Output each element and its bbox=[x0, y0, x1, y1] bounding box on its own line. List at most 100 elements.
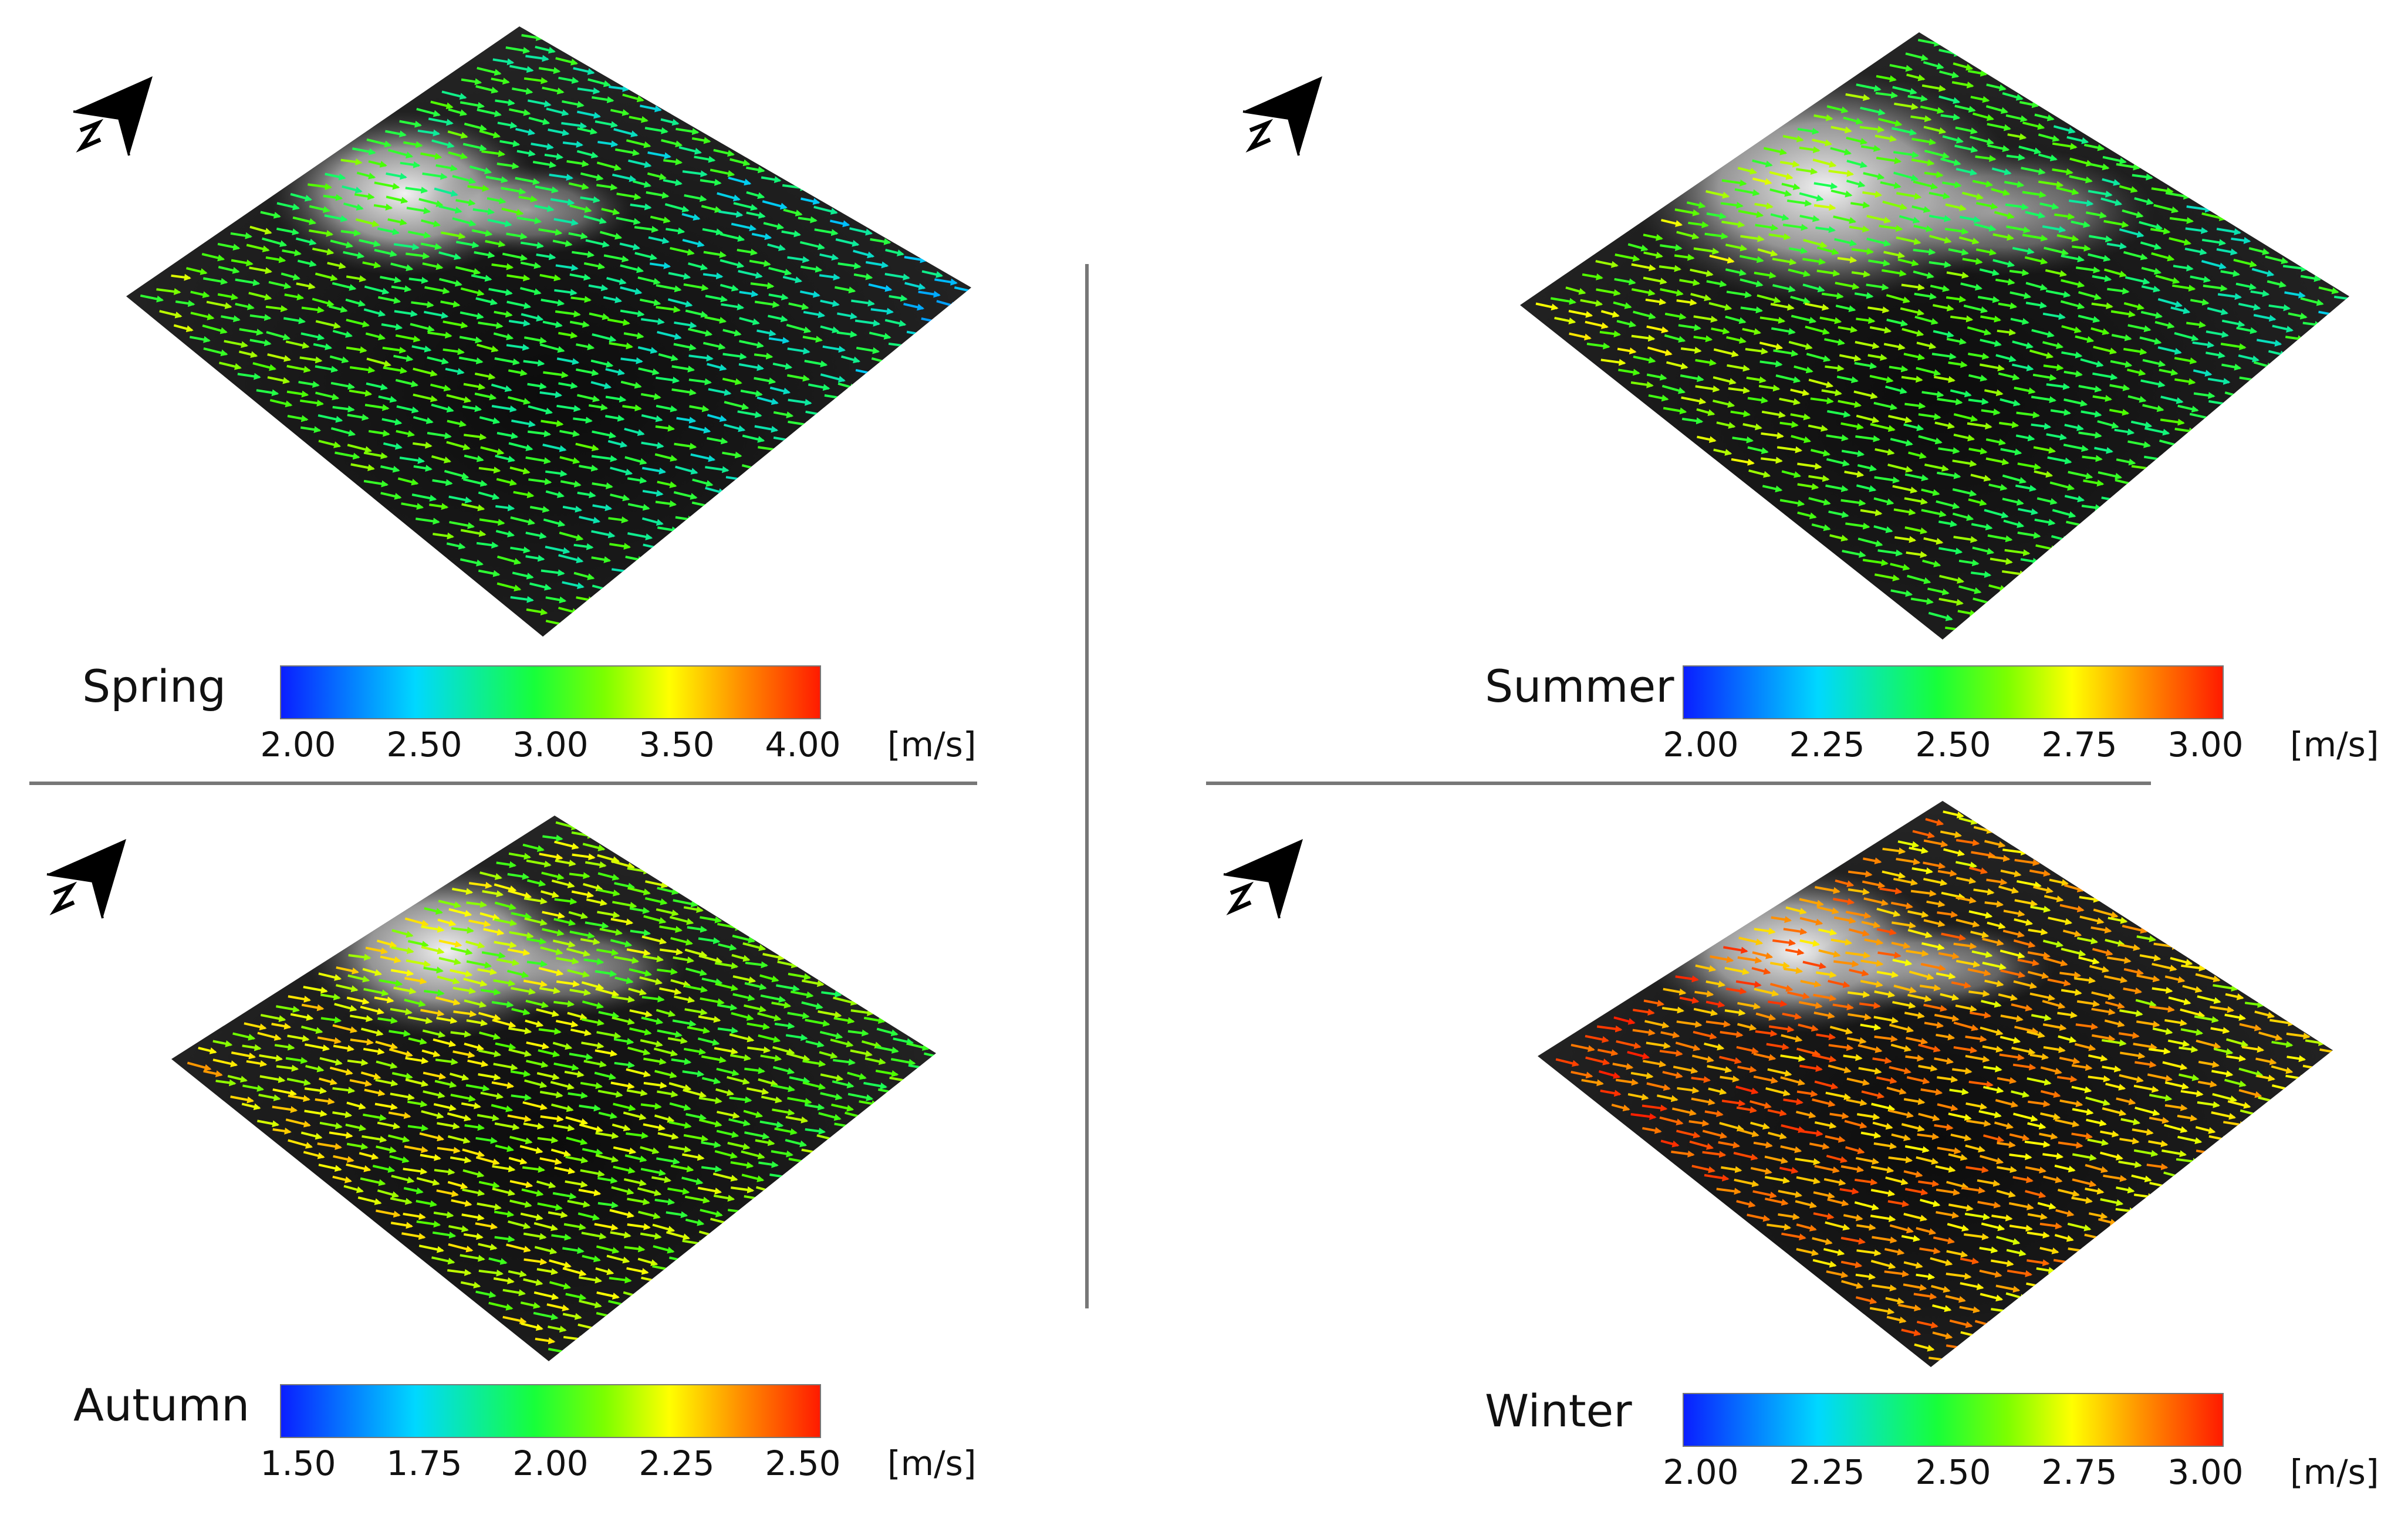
wind-arrow bbox=[524, 336, 547, 344]
wind-arrow bbox=[346, 346, 367, 354]
wind-arrow bbox=[203, 347, 228, 357]
wind-arrow bbox=[573, 543, 594, 550]
wind-arrow bbox=[364, 285, 390, 295]
wind-arrow bbox=[315, 272, 338, 282]
wind-arrow bbox=[545, 546, 570, 554]
wind-arrow bbox=[622, 404, 642, 412]
wind-arrow bbox=[190, 290, 210, 299]
wind-arrow bbox=[446, 542, 466, 550]
wind-arrow bbox=[410, 323, 435, 332]
wind-arrow bbox=[772, 362, 793, 370]
wind-arrow bbox=[395, 334, 421, 343]
wind-arrow bbox=[738, 363, 765, 371]
wind-arrow bbox=[583, 215, 607, 224]
wind-arrow bbox=[374, 181, 400, 190]
wind-arrow bbox=[768, 337, 790, 344]
wind-arrow bbox=[429, 503, 449, 510]
wind-arrow bbox=[286, 390, 309, 398]
wind-arrow bbox=[475, 297, 498, 306]
colorbar-unit-label: [m/s] bbox=[887, 1443, 977, 1483]
wind-arrow bbox=[592, 430, 617, 439]
wind-arrow bbox=[739, 340, 765, 349]
wind-arrow bbox=[497, 432, 519, 439]
wind-arrow bbox=[427, 356, 450, 365]
wind-arrow bbox=[668, 272, 691, 280]
wind-arrow bbox=[443, 320, 468, 329]
wind-arrow bbox=[346, 319, 370, 328]
wind-arrow bbox=[520, 287, 542, 296]
wind-arrow bbox=[495, 530, 515, 537]
wind-arrow bbox=[480, 446, 505, 455]
wind-arrow bbox=[707, 414, 727, 422]
wind-arrow bbox=[511, 420, 536, 428]
wind-arrow bbox=[562, 581, 585, 590]
wind-arrow bbox=[173, 324, 194, 333]
wind-arrow bbox=[297, 259, 317, 268]
wind-arrow bbox=[534, 204, 555, 212]
wind-arrow bbox=[478, 491, 500, 500]
wind-arrow bbox=[579, 465, 599, 472]
wind-arrow bbox=[479, 416, 501, 425]
wind-arrow bbox=[619, 242, 641, 251]
wind-arrow bbox=[217, 293, 239, 300]
wind-arrow bbox=[455, 241, 479, 249]
wind-arrow bbox=[495, 454, 516, 463]
wind-arrow bbox=[641, 441, 664, 449]
wind-arrow bbox=[642, 489, 664, 497]
wind-arrow bbox=[444, 469, 470, 479]
wind-arrow bbox=[440, 231, 466, 240]
wind-arrow bbox=[610, 493, 630, 502]
wind-arrow bbox=[481, 150, 506, 157]
wind-arrow bbox=[186, 267, 208, 275]
wind-arrow bbox=[528, 405, 553, 415]
wind-arrow bbox=[583, 262, 606, 270]
wind-arrow bbox=[485, 175, 509, 184]
colorbar-autumn bbox=[280, 1384, 821, 1438]
wind-arrow bbox=[558, 382, 578, 390]
wind-arrow bbox=[335, 451, 360, 460]
wind-arrow bbox=[528, 478, 552, 485]
wind-arrow bbox=[330, 427, 356, 437]
wind-arrow bbox=[246, 243, 270, 253]
wind-arrow bbox=[356, 171, 376, 180]
colorbar-spring bbox=[280, 665, 821, 719]
wind-arrow bbox=[689, 405, 710, 412]
wind-arrow bbox=[508, 442, 533, 451]
wind-arrow bbox=[787, 347, 810, 355]
wind-arrow bbox=[641, 466, 667, 475]
wind-arrow bbox=[820, 373, 846, 383]
wind-arrow bbox=[508, 396, 531, 405]
wind-arrow bbox=[657, 481, 677, 488]
wind-arrow bbox=[459, 336, 483, 344]
wind-arrow bbox=[520, 241, 545, 249]
wind-arrow bbox=[218, 266, 240, 274]
wind-arrow bbox=[562, 505, 583, 513]
wind-arrow bbox=[525, 554, 545, 562]
wind-arrow bbox=[657, 330, 682, 340]
wind-arrow bbox=[538, 228, 563, 236]
wind-arrow bbox=[683, 283, 709, 292]
wind-arrow bbox=[282, 249, 302, 256]
colorbar-tick-label: 2.00 bbox=[1663, 1452, 1739, 1492]
wind-arrow bbox=[808, 383, 830, 391]
wind-arrow bbox=[380, 276, 402, 283]
wind-arrow bbox=[460, 311, 484, 320]
wind-arrow bbox=[267, 376, 291, 384]
wind-arrow bbox=[381, 323, 403, 331]
wind-arrow bbox=[413, 465, 433, 472]
wind-arrow bbox=[411, 345, 432, 353]
wind-arrow bbox=[140, 294, 164, 303]
wind-arrow bbox=[654, 453, 678, 462]
wind-arrow bbox=[487, 197, 506, 205]
wind-arrow bbox=[542, 320, 563, 328]
wind-arrow bbox=[265, 305, 288, 313]
wind-arrow bbox=[362, 261, 381, 269]
wind-arrow bbox=[655, 424, 676, 432]
colorbar-tick-label: 2.75 bbox=[2041, 1452, 2117, 1492]
wind-arrow bbox=[428, 117, 454, 126]
wind-arrow bbox=[276, 227, 300, 236]
wind-vectors-spring bbox=[140, 34, 971, 628]
wind-arrow bbox=[513, 491, 535, 499]
wind-arrow bbox=[539, 343, 565, 353]
wind-arrow bbox=[569, 204, 592, 213]
